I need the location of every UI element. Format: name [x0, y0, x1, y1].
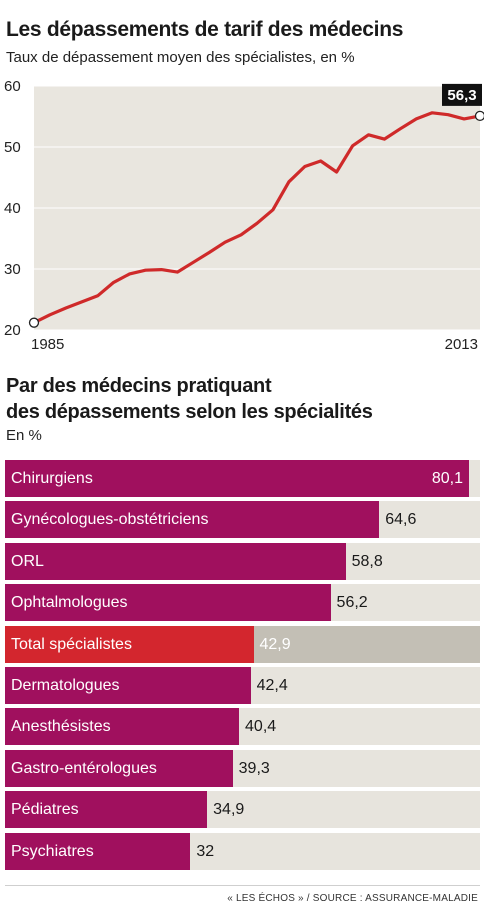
line-chart-title: Les dépassements de tarif des médecins	[6, 18, 404, 41]
bar-row: Psychiatres 32	[5, 832, 480, 870]
bar	[5, 625, 254, 663]
bar	[5, 584, 331, 622]
bar-chart-unit: En %	[6, 427, 42, 444]
bar-row: Chirurgiens 80,1	[5, 460, 480, 497]
bar-value-label: 56,2	[336, 594, 368, 612]
bar-row: Total spécialistes 42,9	[5, 625, 480, 663]
bar-category-label: Psychiatres	[11, 842, 94, 860]
bar-category-label: Anesthésistes	[11, 718, 111, 736]
y-tick-label: 20	[4, 322, 21, 339]
bar-row: ORL 58,8	[5, 542, 480, 580]
bar-value-label: 64,6	[385, 511, 417, 529]
bar-category-label: Ophtalmologues	[11, 594, 128, 612]
bar-value-label: 40,4	[245, 718, 277, 736]
x-tick-label: 1985	[31, 336, 64, 353]
y-tick-label: 50	[4, 139, 21, 156]
callout-box	[442, 83, 482, 106]
bar	[5, 666, 251, 704]
bar-category-label: Pédiatres	[11, 801, 79, 819]
bar-row: Anesthésistes 40,4	[5, 708, 480, 746]
bar-category-label: Total spécialistes	[11, 635, 132, 653]
callout-value: 56,3	[447, 87, 476, 104]
bar	[5, 832, 191, 870]
bar-row: Pédiatres 34,9	[5, 791, 480, 829]
bar-chart-title-line-2: des dépassements selon les spécialités	[6, 401, 373, 423]
bar-value-label: 42,4	[256, 676, 288, 694]
bar	[5, 791, 208, 829]
bar-row: Ophtalmologues 56,2	[5, 584, 480, 622]
bar	[5, 749, 233, 787]
line-chart: 20 30 40 50 60 56,3 1985 2013	[4, 78, 484, 353]
bar-row: Gastro-entérologues 39,3	[5, 749, 480, 787]
bar-value-label: 32	[196, 842, 215, 860]
bar	[5, 460, 469, 497]
bar-chart: Chirurgiens 80,1 Gynécologues-obstétricien…	[5, 460, 480, 874]
bar-value-label: 39,3	[238, 759, 270, 777]
series-line	[32, 111, 482, 325]
bar-value-label: 80,1	[431, 470, 463, 487]
bar-category-label: Dermatologues	[11, 676, 120, 694]
y-tick-label: 40	[4, 200, 21, 217]
bar-row: Gynécologues-obstétriciens 64,6	[5, 501, 480, 539]
bar-row: Dermatologues 42,4	[5, 666, 480, 704]
bar	[5, 542, 346, 580]
line-chart-subtitle: Taux de dépassement moyen des spécialist…	[6, 49, 355, 66]
end-point-marker	[474, 110, 484, 122]
source-footer: « LES ÉCHOS » / SOURCE : ASSURANCE-MALAD…	[227, 893, 478, 904]
bar	[5, 501, 380, 539]
bar-chart-title-line-1: Par des médecins pratiquant	[6, 375, 272, 397]
bar-category-label: Chirurgiens	[11, 470, 93, 487]
x-tick-label: 2013	[445, 336, 478, 353]
y-tick-label: 30	[4, 261, 21, 278]
y-tick-label: 60	[4, 78, 21, 95]
bar	[5, 708, 240, 746]
bar-category-label: Gynécologues-obstétriciens	[11, 511, 209, 529]
bar-category-label: Gastro-entérologues	[11, 759, 157, 777]
bar-value-label: 58,8	[351, 552, 383, 570]
bar-chart-title: Par des médecins pratiquant des dépassem…	[6, 373, 373, 425]
bar-value-label: 34,9	[213, 801, 245, 819]
footer-divider	[5, 885, 480, 886]
start-point-marker	[28, 317, 40, 328]
bar-category-label: ORL	[11, 552, 44, 570]
bar-value-label: 42,9	[259, 635, 291, 653]
